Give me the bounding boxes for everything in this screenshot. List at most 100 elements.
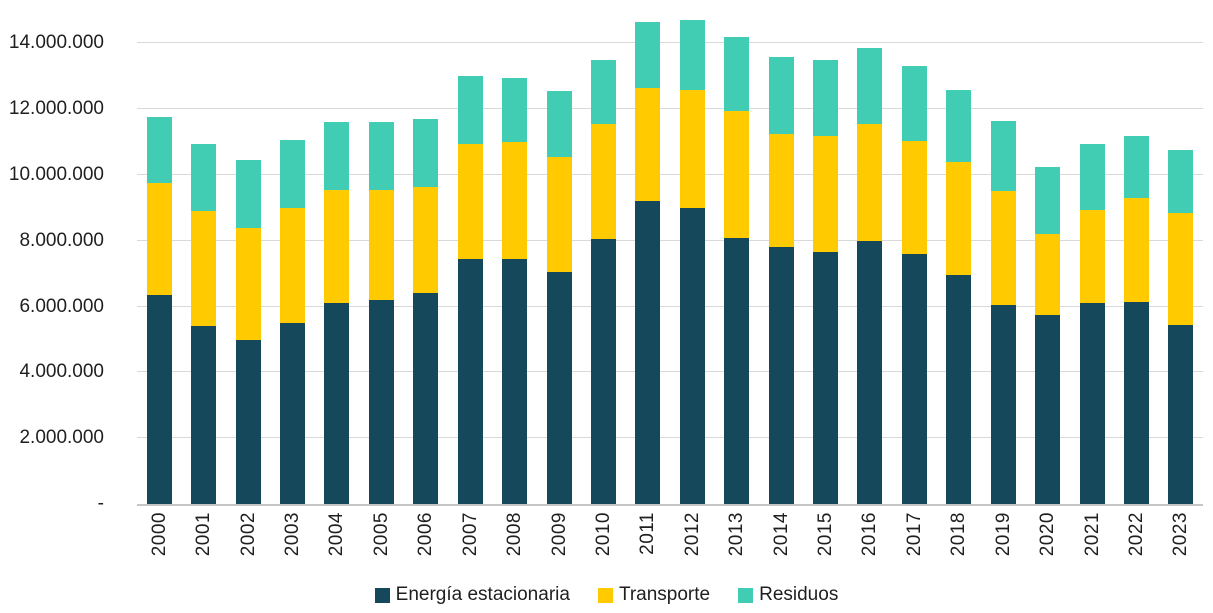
bar-segment xyxy=(946,161,972,276)
x-axis-tick-label: 2004 xyxy=(326,512,348,557)
bar-slot-2014 xyxy=(759,0,803,504)
y-axis-tick-label: 10.000.000 xyxy=(8,164,104,186)
bar-slot-2019 xyxy=(981,0,1025,504)
bar-2000 xyxy=(146,117,172,504)
gridline xyxy=(137,305,1203,307)
bar-2006 xyxy=(413,119,439,504)
legend: Energía estacionaria Transporte Residuos xyxy=(0,582,1213,608)
x-axis-tick: 2014 xyxy=(759,512,803,556)
bar-segment xyxy=(279,207,305,324)
x-axis-tick-label: 2023 xyxy=(1170,512,1192,557)
bar-segment xyxy=(546,156,572,273)
x-axis-tick-label: 2000 xyxy=(148,512,170,557)
x-axis-tick: 2017 xyxy=(892,512,936,556)
x-axis-tick-label: 2001 xyxy=(193,512,215,557)
bar-segment xyxy=(768,56,794,134)
bar-slot-2017 xyxy=(892,0,936,504)
bar-segment xyxy=(1168,324,1194,504)
bar-segment xyxy=(857,48,883,125)
bar-segment xyxy=(901,66,927,141)
bar-segment xyxy=(1123,135,1149,199)
bar-segment xyxy=(857,124,883,241)
x-axis-tick-label: 2012 xyxy=(681,512,703,557)
bar-segment xyxy=(413,293,439,504)
bar-slot-2004 xyxy=(315,0,359,504)
bar-segment xyxy=(546,91,572,157)
legend-item: Energía estacionaria xyxy=(374,584,570,606)
bar-segment xyxy=(324,303,350,504)
x-axis-tick: 2000 xyxy=(137,512,181,556)
legend-swatch-icon xyxy=(374,587,390,603)
bar-slot-2008 xyxy=(492,0,536,504)
x-axis-tick: 2013 xyxy=(714,512,758,556)
x-axis-tick-label: 2021 xyxy=(1081,512,1103,557)
y-axis-tick-label: 14.000.000 xyxy=(8,32,104,54)
bar-segment xyxy=(146,183,172,296)
bar-2015 xyxy=(813,59,839,504)
bar-slot-2022 xyxy=(1114,0,1158,504)
x-axis-tick-label: 2006 xyxy=(415,512,437,557)
x-axis-tick-label: 2022 xyxy=(1125,512,1147,557)
bar-segment xyxy=(946,275,972,504)
x-axis-tick: 2006 xyxy=(404,512,448,556)
x-axis-tick: 2016 xyxy=(848,512,892,556)
bar-2016 xyxy=(857,48,883,504)
legend-item: Transporte xyxy=(597,584,711,606)
x-axis-tick: 2015 xyxy=(803,512,847,556)
bar-segment xyxy=(990,191,1016,305)
bar-2010 xyxy=(590,59,616,504)
bar-segment xyxy=(724,36,750,111)
bar-slot-2013 xyxy=(714,0,758,504)
bar-segment xyxy=(724,237,750,504)
bar-segment xyxy=(635,87,661,202)
bar-segment xyxy=(768,247,794,504)
bar-slot-2006 xyxy=(404,0,448,504)
bar-segment xyxy=(768,133,794,248)
bar-segment xyxy=(235,227,261,340)
bar-segment xyxy=(413,119,439,187)
bar-segment xyxy=(679,89,705,208)
bar-segment xyxy=(635,201,661,504)
bar-2011 xyxy=(635,22,661,504)
gridline xyxy=(137,174,1203,176)
bar-segment xyxy=(1168,212,1194,325)
x-axis-labels: 2000 2001 2002 2003 2004 2005 2006 2007 2008 2009… xyxy=(137,512,1203,574)
bar-segment xyxy=(590,59,616,125)
bar-slot-2010 xyxy=(581,0,625,504)
y-axis-tick-label: - xyxy=(97,493,104,514)
bar-slot-2018 xyxy=(937,0,981,504)
legend-label: Transporte xyxy=(618,584,711,605)
bar-segment xyxy=(724,110,750,238)
bar-2022 xyxy=(1123,135,1149,504)
x-axis-tick-label: 2003 xyxy=(281,512,303,557)
bar-segment xyxy=(990,304,1016,504)
x-axis-tick-label: 2011 xyxy=(637,512,659,555)
bar-slot-2011 xyxy=(626,0,670,504)
x-axis-tick: 2008 xyxy=(492,512,536,556)
y-axis-labels: 14.000.000 12.000.000 10.000.000 8.000.000 6… xyxy=(0,0,112,514)
bar-segment xyxy=(191,143,217,212)
bar-segment xyxy=(324,122,350,190)
bar-segment xyxy=(368,189,394,301)
x-axis-tick: 2021 xyxy=(1070,512,1114,556)
bar-2019 xyxy=(990,120,1016,504)
bar-2005 xyxy=(368,122,394,504)
bar-segment xyxy=(1079,303,1105,504)
x-axis-tick: 2001 xyxy=(181,512,225,556)
bar-series xyxy=(137,0,1203,504)
y-axis-tick-label: 2.000.000 xyxy=(19,427,104,449)
bar-2017 xyxy=(901,66,927,504)
legend-label: Energía estacionaria xyxy=(395,584,570,605)
bar-segment xyxy=(546,272,572,504)
x-axis-tick-label: 2005 xyxy=(370,512,392,557)
x-axis-tick-label: 2009 xyxy=(548,512,570,557)
y-axis-tick-label: 6.000.000 xyxy=(19,295,104,317)
bar-segment xyxy=(590,239,616,504)
bar-segment xyxy=(368,122,394,190)
bar-segment xyxy=(679,207,705,504)
x-axis-tick: 2010 xyxy=(581,512,625,556)
gridline xyxy=(137,108,1203,110)
bar-slot-2012 xyxy=(670,0,714,504)
bar-segment xyxy=(191,211,217,327)
